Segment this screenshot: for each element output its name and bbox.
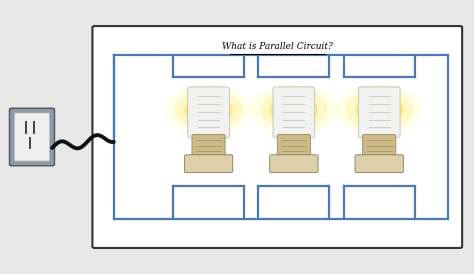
Circle shape: [346, 90, 412, 129]
Circle shape: [185, 96, 232, 123]
Circle shape: [166, 85, 251, 134]
Circle shape: [251, 85, 337, 134]
FancyBboxPatch shape: [188, 87, 229, 138]
Circle shape: [356, 96, 403, 123]
Circle shape: [175, 90, 242, 129]
FancyBboxPatch shape: [14, 113, 50, 161]
FancyBboxPatch shape: [184, 155, 233, 173]
FancyBboxPatch shape: [363, 135, 396, 156]
FancyBboxPatch shape: [270, 155, 318, 173]
FancyBboxPatch shape: [358, 87, 400, 138]
Circle shape: [261, 90, 327, 129]
Circle shape: [337, 85, 422, 134]
FancyBboxPatch shape: [92, 26, 462, 248]
FancyBboxPatch shape: [192, 135, 225, 156]
FancyBboxPatch shape: [9, 108, 55, 166]
Text: What is Parallel Circuit?: What is Parallel Circuit?: [222, 42, 333, 51]
FancyBboxPatch shape: [277, 135, 310, 156]
Circle shape: [270, 96, 318, 123]
FancyBboxPatch shape: [273, 87, 315, 138]
FancyBboxPatch shape: [355, 155, 403, 173]
